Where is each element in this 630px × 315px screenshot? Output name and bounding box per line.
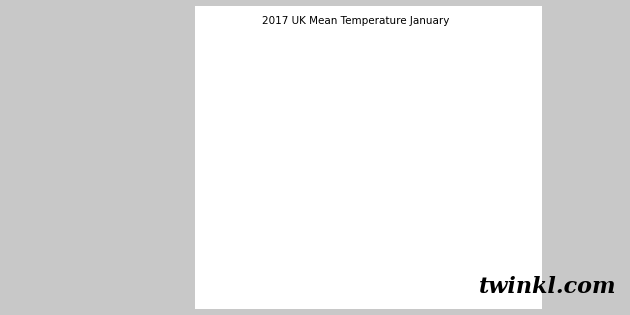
Text: 2017 UK Mean Temperature January: 2017 UK Mean Temperature January [262, 16, 450, 26]
Text: twinkl.com: twinkl.com [479, 276, 617, 298]
